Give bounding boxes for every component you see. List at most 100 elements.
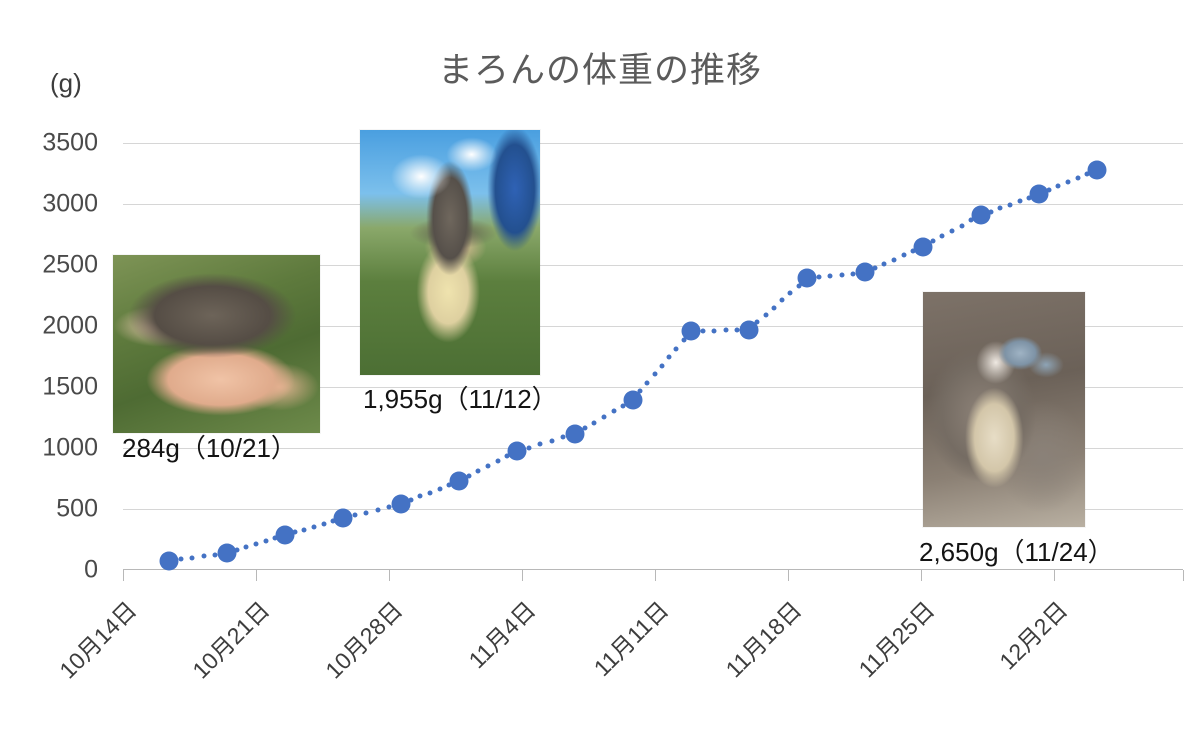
line-dot	[881, 261, 887, 267]
y-axis-tick-label: 2000	[42, 311, 98, 340]
data-point-marker[interactable]	[565, 424, 585, 444]
line-dot	[212, 552, 218, 557]
data-point-marker[interactable]	[681, 321, 701, 341]
y-axis-tick-label: 1500	[42, 372, 98, 401]
line-dot	[787, 290, 793, 296]
data-point-marker[interactable]	[275, 525, 295, 545]
line-dot	[189, 555, 195, 561]
y-axis-unit-label: (g)	[50, 68, 82, 98]
line-dot	[466, 473, 472, 479]
data-point-marker[interactable]	[1029, 184, 1049, 204]
y-axis-tick-label: 3000	[42, 189, 98, 218]
data-point-marker[interactable]	[855, 262, 875, 282]
x-axis-tick-label: 11月11日	[588, 596, 674, 682]
line-dot	[659, 363, 665, 369]
line-dot	[272, 535, 278, 541]
plot-area	[123, 143, 1183, 571]
line-dot	[1007, 202, 1013, 208]
data-point-marker[interactable]	[1087, 160, 1107, 180]
line-dot	[827, 273, 833, 279]
line-dot	[997, 205, 1003, 211]
line-dot	[763, 312, 769, 318]
line-dot	[549, 438, 555, 444]
gridline	[123, 204, 1183, 205]
gridline	[123, 448, 1183, 449]
line-dot	[560, 434, 566, 440]
line-dot	[611, 408, 617, 414]
line-dot	[253, 541, 259, 547]
gridline	[123, 509, 1183, 510]
line-dot	[201, 553, 207, 559]
line-dot	[652, 371, 658, 377]
line-dot	[850, 271, 856, 277]
line-dot	[582, 425, 588, 431]
line-dot	[363, 510, 369, 516]
line-dot	[620, 403, 626, 408]
data-point-marker[interactable]	[623, 390, 643, 410]
line-dot	[666, 354, 672, 360]
data-point-marker[interactable]	[507, 441, 527, 461]
line-dot	[526, 445, 532, 451]
data-point-marker[interactable]	[159, 551, 179, 571]
line-dot	[734, 327, 740, 333]
x-axis-tick	[788, 570, 789, 581]
line-dot	[1055, 183, 1061, 189]
x-axis-tick-label: 10月14日	[54, 596, 142, 684]
line-dot	[1065, 179, 1071, 185]
y-axis-tick-label: 3500	[42, 128, 98, 157]
annotation-1955g: 1,955g（11/12）	[363, 384, 558, 414]
line-dot	[637, 388, 643, 394]
line-dot	[537, 441, 543, 447]
gridline	[123, 326, 1183, 327]
data-point-marker[interactable]	[217, 543, 237, 563]
penguin-chick-in-hands-photo	[113, 255, 320, 433]
line-dot	[330, 518, 336, 524]
annotation-284g: 284g（10/21）	[122, 433, 297, 463]
line-dot	[959, 223, 965, 229]
line-dot	[711, 328, 717, 334]
data-point-marker[interactable]	[739, 320, 759, 340]
x-axis-line	[123, 569, 1183, 570]
line-dot	[673, 346, 679, 352]
line-dot	[437, 486, 443, 492]
line-dot	[417, 493, 423, 499]
x-axis-tick	[655, 570, 656, 581]
line-dot	[352, 512, 358, 518]
x-axis-tick	[522, 570, 523, 581]
gridline	[123, 143, 1183, 144]
y-axis-tick-label: 500	[56, 494, 98, 523]
line-dot	[243, 544, 249, 550]
y-axis-tick-label: 0	[84, 555, 98, 584]
line-dot	[872, 265, 878, 271]
line-dot	[301, 527, 307, 533]
line-dot	[234, 547, 240, 553]
x-axis-tick-label: 10月28日	[320, 596, 408, 684]
line-dot	[1046, 187, 1052, 193]
line-dot	[485, 463, 491, 469]
x-axis-tick	[389, 570, 390, 581]
x-axis-tick-label: 11月4日	[463, 596, 541, 674]
x-axis-tick	[921, 570, 922, 581]
line-dot	[386, 504, 392, 510]
x-axis-tick-label: 11月25日	[853, 596, 940, 683]
line-dot	[601, 414, 607, 420]
data-point-marker[interactable]	[971, 205, 991, 225]
line-dot	[178, 556, 184, 562]
line-dot	[816, 274, 822, 280]
line-dot	[1075, 175, 1081, 181]
line-dot	[591, 420, 597, 426]
data-point-marker[interactable]	[797, 268, 817, 288]
line-dot	[1084, 171, 1090, 177]
data-point-marker[interactable]	[449, 471, 469, 491]
gridline	[123, 265, 1183, 266]
line-dot	[988, 209, 994, 215]
penguin-chick-held-up-photo	[360, 130, 540, 375]
line-dot	[644, 380, 650, 386]
data-point-marker[interactable]	[913, 237, 933, 257]
data-point-marker[interactable]	[391, 494, 411, 514]
data-point-marker[interactable]	[333, 508, 353, 528]
line-dot	[263, 538, 269, 544]
line-dot	[375, 507, 381, 513]
annotation-2650g: 2,650g（11/24）	[919, 537, 1114, 567]
